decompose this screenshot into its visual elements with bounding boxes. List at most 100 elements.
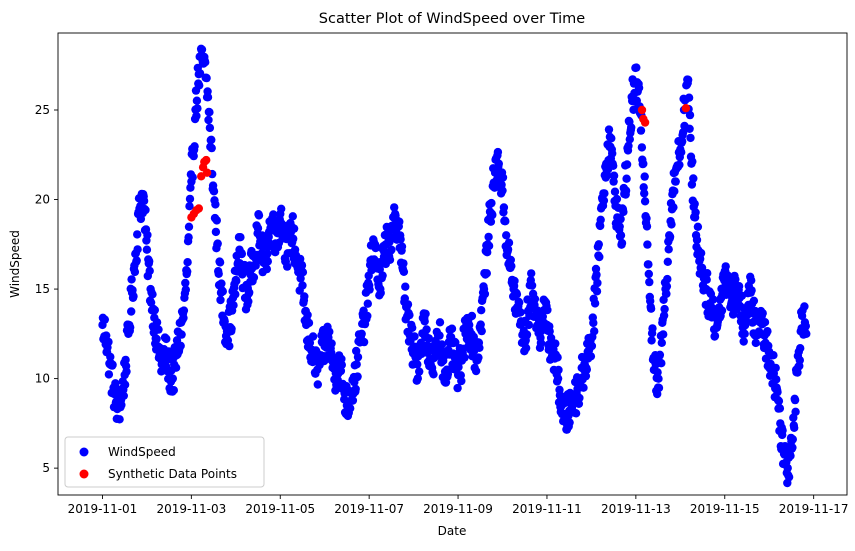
data-point <box>327 339 336 348</box>
data-point <box>644 260 653 269</box>
data-point <box>298 268 308 277</box>
data-point <box>543 305 552 315</box>
data-point <box>460 353 469 362</box>
data-point <box>185 194 195 204</box>
data-point <box>300 292 309 301</box>
data-point <box>371 243 381 252</box>
x-tick-label: 2019-11-11 <box>512 502 582 516</box>
data-point <box>515 298 524 307</box>
data-point <box>501 217 510 226</box>
data-point <box>747 276 756 285</box>
data-point <box>530 294 540 304</box>
data-point <box>769 351 778 360</box>
data-point <box>493 147 503 157</box>
data-point <box>684 93 694 102</box>
data-point <box>102 331 111 340</box>
data-point <box>108 360 117 369</box>
data-point <box>303 310 312 320</box>
data-point <box>639 159 648 168</box>
data-point <box>646 304 656 313</box>
data-point <box>403 300 413 309</box>
data-point <box>795 356 804 365</box>
data-point <box>788 435 797 444</box>
data-point <box>657 359 666 368</box>
x-tick-label: 2019-11-17 <box>779 502 849 516</box>
data-point <box>119 391 128 400</box>
data-point <box>522 330 532 339</box>
data-point <box>637 105 647 115</box>
data-point <box>545 327 554 336</box>
data-point <box>553 374 563 383</box>
data-point <box>145 257 154 266</box>
data-point <box>655 350 665 359</box>
data-point <box>132 256 141 265</box>
data-point <box>499 203 509 212</box>
data-point <box>721 262 730 271</box>
data-point <box>122 367 131 376</box>
data-point <box>353 372 362 381</box>
data-point <box>739 337 748 346</box>
data-point <box>467 311 477 321</box>
data-point <box>596 215 605 224</box>
data-point <box>593 278 602 288</box>
data-point <box>363 299 372 308</box>
data-point <box>749 296 759 305</box>
data-point <box>202 155 211 165</box>
data-point <box>313 380 322 389</box>
data-point <box>148 290 157 299</box>
y-tick-label: 25 <box>35 103 50 117</box>
series-windspeed <box>98 44 811 488</box>
data-point <box>209 187 219 196</box>
data-point <box>169 386 178 395</box>
data-point <box>183 267 192 276</box>
data-point <box>510 276 519 286</box>
data-point <box>297 261 307 270</box>
data-point <box>477 326 486 336</box>
data-point <box>640 189 649 198</box>
data-point <box>506 255 515 265</box>
data-point <box>608 149 617 158</box>
data-point <box>710 331 720 341</box>
data-point <box>443 369 453 379</box>
data-point <box>395 217 404 226</box>
data-point <box>184 222 194 231</box>
data-point <box>129 292 138 301</box>
data-point <box>146 298 156 307</box>
data-point <box>654 374 663 383</box>
data-point <box>325 327 334 336</box>
chart-title: Scatter Plot of WindSpeed over Time <box>319 11 585 27</box>
data-point <box>420 317 429 326</box>
data-point <box>353 352 363 362</box>
data-point <box>133 245 142 254</box>
data-point <box>527 281 537 290</box>
data-point <box>480 289 490 299</box>
data-point <box>592 270 601 279</box>
data-point <box>232 276 241 286</box>
data-point <box>488 210 497 220</box>
data-point <box>786 451 795 460</box>
y-axis: 5 10 15 20 25 <box>35 103 58 475</box>
data-point <box>521 343 531 353</box>
data-point <box>399 259 408 268</box>
data-point <box>609 171 619 180</box>
data-point <box>486 217 496 226</box>
data-point <box>632 63 641 72</box>
data-point <box>582 365 591 374</box>
y-tick-label: 10 <box>35 372 50 386</box>
data-point <box>150 305 159 315</box>
data-point <box>359 337 369 347</box>
data-point <box>678 137 687 146</box>
data-point <box>437 340 447 349</box>
data-point <box>184 233 193 242</box>
x-axis-label: Date <box>438 524 467 538</box>
data-point <box>639 183 648 192</box>
data-point <box>263 257 272 266</box>
data-point <box>503 245 513 254</box>
data-point <box>133 230 142 239</box>
legend-label: Synthetic Data Points <box>108 467 237 481</box>
data-point <box>263 249 272 259</box>
data-point <box>654 383 664 393</box>
data-point <box>667 220 676 229</box>
data-point <box>734 282 744 291</box>
